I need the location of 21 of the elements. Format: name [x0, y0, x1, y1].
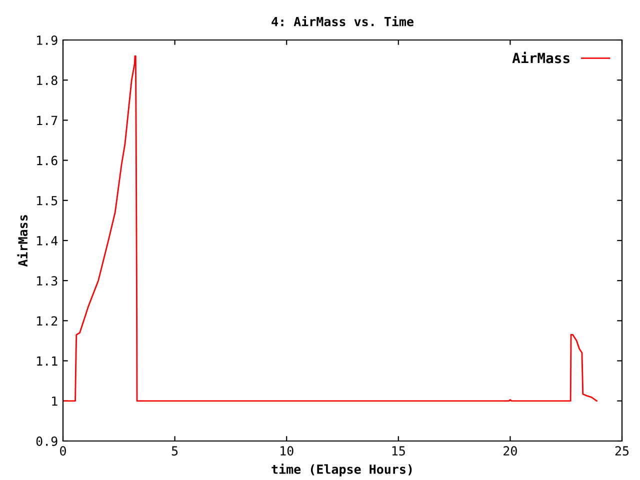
y-axis-title: AirMass	[17, 215, 28, 267]
y-tick-label: 1.3	[37, 276, 58, 286]
y-tick-label: 1	[52, 396, 58, 406]
chart-title: 4: AirMass vs. Time	[272, 16, 414, 26]
y-tick-label: 1.9	[37, 36, 58, 45]
y-tick-label: 1.7	[37, 116, 58, 125]
y-tick-label: 1.4	[37, 236, 58, 246]
x-tick-label: 10	[280, 446, 294, 456]
y-tick-label: 1.1	[37, 356, 58, 366]
x-tick-label: 0	[60, 446, 66, 456]
y-tick-label: 1.2	[37, 316, 58, 326]
x-tick-label: 5	[172, 446, 178, 456]
y-tick-label: 1.5	[37, 196, 58, 206]
legend-label: AirMass	[512, 52, 570, 64]
y-tick-label: 1.8	[37, 76, 58, 86]
x-tick-label: 25	[615, 446, 629, 456]
x-tick-label: 20	[504, 446, 517, 456]
y-tick-label: 0.9	[36, 436, 58, 446]
x-axis-title: time (Elapse Hours)	[272, 464, 412, 476]
x-tick-label: 15	[392, 446, 405, 456]
y-tick-label: 1.6	[37, 156, 58, 166]
